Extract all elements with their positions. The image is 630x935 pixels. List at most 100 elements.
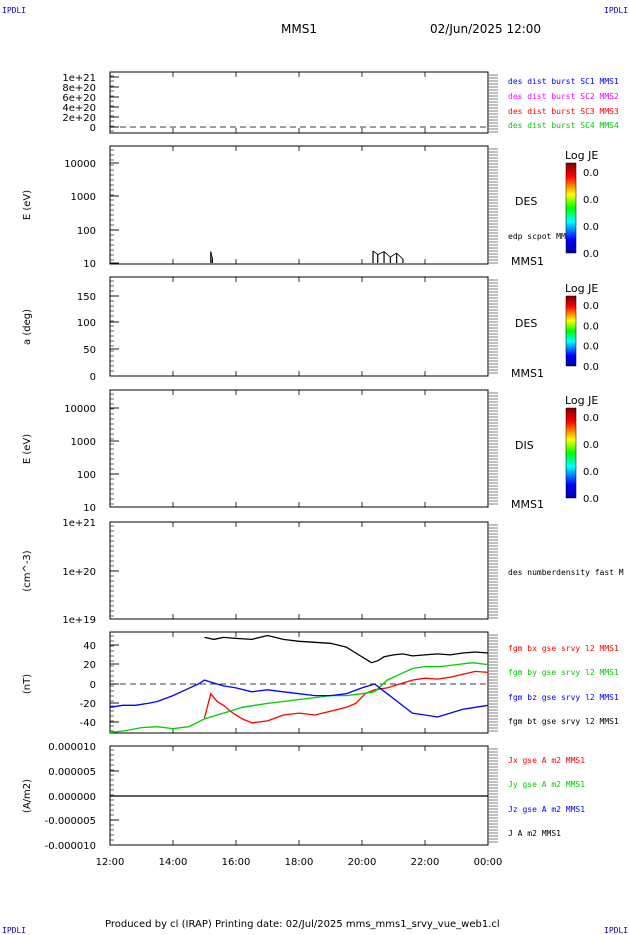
colorbar-title: Log JE [565, 149, 598, 162]
panel-dis-energy: 10000 1000 100 10 E (eV) DIS MMS1 Log JE 0.0 0.0 0… [22, 389, 599, 514]
corner-label-bottom-right: IPDLI [604, 926, 629, 935]
x-tick-label: 12:00 [96, 857, 125, 868]
y-tick-label: 1000 [71, 192, 96, 203]
colorbar-tick-label: 0.0 [583, 249, 599, 260]
scpot-segment [396, 252, 404, 260]
y-tick-label: 40 [83, 641, 96, 652]
x-tick-label: 16:00 [222, 857, 251, 868]
x-tick-label: 22:00 [411, 857, 440, 868]
instrument-label: DES [515, 195, 537, 208]
y-tick-label: 100 [77, 226, 96, 237]
series-line [109, 662, 489, 734]
y-tick-label: 0.000000 [48, 792, 96, 803]
colorbar-tick-label: 0.0 [583, 301, 599, 312]
colorbar-tick-label: 0.0 [583, 222, 599, 233]
colorbar-tick-label: 0.0 [583, 168, 599, 179]
series-line [109, 679, 489, 718]
y-axis-label: (cm^-3) [22, 550, 33, 591]
colorbar-title: Log JE [565, 282, 598, 295]
y-tick-label: -40 [80, 718, 96, 729]
y-tick-label: 100 [77, 470, 96, 481]
y-tick-label: 2e+20 [62, 113, 96, 124]
scpot-segment [383, 251, 391, 258]
colorbar-tick-label: 0.0 [583, 494, 599, 505]
colorbar-tick-label: 0.0 [583, 413, 599, 424]
y-tick-label: 0.000010 [48, 742, 96, 753]
y-tick-label: -0.000005 [45, 816, 96, 827]
y-tick-label: 10000 [64, 404, 96, 415]
y-tick-label: 150 [77, 292, 96, 303]
y-tick-label: 1e+19 [62, 615, 96, 626]
colorbar-tick-label: 0.0 [583, 321, 599, 332]
colorbar [565, 295, 577, 367]
y-tick-label: 0 [90, 680, 96, 691]
colorbar-tick-label: 0.0 [583, 362, 599, 373]
panel-frame [109, 631, 489, 734]
legend-entry: fgm bx gse srvy l2 MMS1 [508, 644, 619, 653]
legend-entry: fgm by gse srvy l2 MMS1 [508, 668, 619, 677]
colorbar [565, 162, 577, 254]
legend-entry: des numberdensity fast M [508, 568, 624, 577]
y-tick-label: 1e+21 [62, 518, 96, 529]
x-tick-label: 20:00 [348, 857, 377, 868]
scpot-segment [390, 252, 397, 258]
y-tick-label: 20 [83, 660, 96, 671]
legend-entry: des dist burst SC3 MMS3 [508, 107, 619, 116]
y-axis-label: E (eV) [22, 190, 33, 220]
legend-entry: Jx gse A m2 MMS1 [508, 756, 585, 765]
spacecraft-title: MMS1 [281, 22, 317, 36]
panel-current-density: 0.000010 0.000005 0.000000 -0.000005 -0.0000… [22, 742, 585, 852]
y-tick-label: -20 [80, 699, 96, 710]
footer-credit: Produced by cl (IRAP) Printing date: 02/… [105, 919, 500, 930]
colorbar-tick-label: 0.0 [583, 440, 599, 451]
panel-des-energy: 10000 1000 100 10 E (eV) DES MMS1 edp scpot MMS… [22, 145, 599, 270]
y-tick-label: 8e+20 [62, 83, 96, 94]
y-tick-label: 10 [83, 259, 96, 270]
legend-entry: Jy gse A m2 MMS1 [508, 780, 585, 789]
scpot-segment [210, 251, 213, 259]
y-tick-label: 1e+21 [62, 73, 96, 84]
y-tick-label: 4e+20 [62, 103, 96, 114]
instrument-label: DES [515, 317, 537, 330]
plot-datetime: 02/Jun/2025 12:00 [430, 22, 542, 36]
colorbar [565, 407, 577, 499]
y-axis-label: E (eV) [22, 434, 33, 464]
legend-entry: fgm bt gse srvy l2 MMS1 [508, 717, 619, 726]
colorbar-title: Log JE [565, 394, 598, 407]
colorbar-tick-label: 0.0 [583, 467, 599, 478]
spacecraft-label: MMS1 [511, 367, 544, 380]
y-tick-label: -0.000010 [45, 841, 96, 852]
corner-label-top-left: IPDLI [2, 6, 27, 15]
y-tick-label: 10 [83, 503, 96, 514]
y-axis-label: (A/m2) [22, 779, 33, 813]
legend-entry: des dist burst SC2 MMS2 [508, 92, 619, 101]
spacecraft-label: MMS1 [511, 255, 544, 268]
scpot-segment [377, 251, 385, 255]
panel-frame [109, 521, 489, 620]
y-tick-label: 0 [90, 372, 96, 383]
y-tick-label: 100 [77, 318, 96, 329]
panel-frame [109, 276, 489, 377]
colorbar-tick-label: 0.0 [583, 342, 599, 353]
colorbar-tick-label: 0.0 [583, 195, 599, 206]
panel-frame [109, 389, 489, 508]
legend-entry: des dist burst SC1 MMS1 [508, 77, 619, 86]
y-tick-label: 1e+20 [62, 567, 96, 578]
panel-magnetic-field: 40 20 0 -20 -40 (nT) fgm bx gse srvy l2 MMS1 fg… [22, 631, 619, 734]
x-tick-label: 00:00 [474, 857, 503, 868]
y-tick-label: 50 [83, 345, 96, 356]
panel-density: 1e+21 1e+20 1e+19 (cm^-3) des numberdensity … [22, 518, 624, 626]
series-line [204, 634, 489, 664]
corner-label-top-right: IPDLI [604, 6, 629, 15]
y-tick-label: 6e+20 [62, 93, 96, 104]
instrument-label: DIS [515, 439, 534, 452]
series-line [203, 670, 489, 724]
spacecraft-label: MMS1 [511, 498, 544, 511]
legend-entry: des dist burst SC4 MMS4 [508, 121, 619, 130]
y-tick-label: 1000 [71, 437, 96, 448]
x-tick-label: 14:00 [159, 857, 188, 868]
y-axis-label: (nT) [22, 674, 33, 694]
y-tick-label: 10000 [64, 159, 96, 170]
